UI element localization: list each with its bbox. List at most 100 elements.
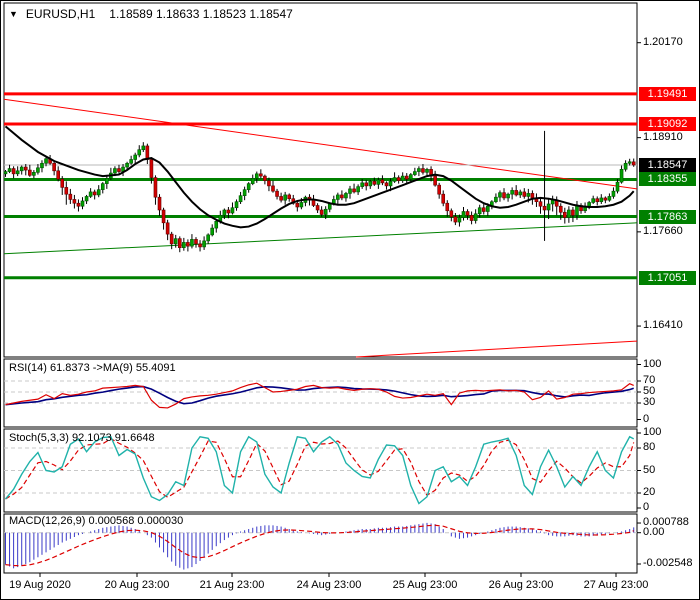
resistance-level-box: 1.19092 bbox=[639, 116, 696, 131]
candle bbox=[141, 145, 146, 151]
stoch-scale-label: 0 bbox=[643, 501, 650, 513]
macd-scale-label: 0.00 bbox=[643, 525, 665, 538]
candle bbox=[242, 189, 247, 196]
candle bbox=[60, 178, 65, 188]
resistance-trendline[interactable] bbox=[3, 98, 638, 190]
candle bbox=[88, 191, 93, 197]
candle bbox=[299, 202, 304, 208]
candle bbox=[105, 178, 109, 184]
time-axis-label: 25 Aug 23:00 bbox=[392, 579, 458, 591]
candle bbox=[283, 194, 287, 201]
candle bbox=[76, 202, 81, 207]
candle bbox=[502, 192, 506, 199]
candle bbox=[615, 181, 620, 192]
rsi-scale-label: 70 bbox=[643, 374, 656, 386]
candle bbox=[558, 205, 563, 213]
candle bbox=[72, 199, 77, 204]
rsi-panel-frame bbox=[3, 358, 638, 428]
candle bbox=[611, 190, 616, 197]
candle bbox=[319, 209, 324, 215]
time-axis-label: 27 Aug 23:00 bbox=[583, 579, 649, 591]
candle bbox=[169, 233, 174, 245]
candle bbox=[198, 243, 202, 248]
current-price-box: 1.18547 bbox=[639, 158, 696, 172]
time-axis-label: 21 Aug 23:00 bbox=[199, 579, 265, 591]
candle bbox=[421, 168, 425, 173]
candle bbox=[392, 177, 397, 182]
candle bbox=[327, 203, 332, 210]
candle bbox=[494, 196, 498, 203]
candle bbox=[64, 187, 69, 195]
candle bbox=[36, 167, 40, 173]
candle bbox=[518, 191, 523, 196]
candle bbox=[214, 221, 219, 229]
candle bbox=[279, 196, 283, 201]
candle bbox=[210, 227, 215, 236]
candle bbox=[575, 205, 579, 216]
candle bbox=[113, 168, 117, 174]
candle bbox=[457, 217, 462, 223]
candle bbox=[40, 162, 44, 169]
chart-header: ▼ EURUSD,H1 1.18589 1.18633 1.18523 1.1854… bbox=[9, 7, 293, 21]
support-level-box: 1.17051 bbox=[639, 270, 696, 285]
rsi-scale-label: 50 bbox=[643, 385, 656, 397]
candle bbox=[19, 166, 24, 172]
resistance-trendline[interactable] bbox=[355, 340, 638, 358]
candle bbox=[287, 194, 292, 199]
price-axis-label: 1.18910 bbox=[643, 130, 683, 143]
candle bbox=[246, 183, 251, 190]
rsi-scale-label: 0 bbox=[643, 412, 650, 425]
candle bbox=[465, 211, 470, 216]
candle bbox=[404, 175, 409, 180]
candle bbox=[137, 149, 142, 156]
macd-panel-frame bbox=[3, 513, 638, 574]
candle bbox=[117, 168, 121, 172]
stoch-indicator-label: Stoch(5,3,3) 92.1073 91.6648 bbox=[9, 432, 155, 444]
candle bbox=[595, 198, 600, 203]
candle bbox=[96, 189, 101, 196]
candle bbox=[340, 194, 344, 199]
support-trendline[interactable] bbox=[3, 222, 638, 255]
candle bbox=[149, 159, 154, 178]
candle bbox=[481, 207, 486, 212]
candle bbox=[441, 193, 446, 204]
candle bbox=[542, 205, 547, 211]
candle bbox=[186, 242, 190, 247]
candle bbox=[23, 166, 28, 171]
time-axis-label: 19 Aug 2020 bbox=[9, 579, 71, 591]
symbol-timeframe-label: EURUSD,H1 bbox=[25, 7, 96, 21]
rsi-line bbox=[5, 382, 634, 409]
candle bbox=[11, 168, 16, 175]
candle bbox=[603, 197, 608, 201]
candle bbox=[125, 162, 129, 168]
candle bbox=[396, 177, 401, 181]
candle bbox=[526, 193, 531, 197]
candle bbox=[522, 191, 527, 197]
rsi-scale-label: 100 bbox=[643, 357, 662, 370]
candle bbox=[380, 179, 385, 184]
rsi-indicator-label: RSI(14) 61.8373 ->MA(9) 55.4091 bbox=[9, 362, 176, 374]
rsi-scale-label: 30 bbox=[643, 396, 656, 408]
time-axis-label: 24 Aug 23:00 bbox=[296, 579, 362, 591]
symbol-dropdown-icon[interactable]: ▼ bbox=[9, 9, 18, 19]
candle bbox=[259, 173, 263, 177]
macd-scale-label: 0.000788 bbox=[643, 516, 689, 529]
candle bbox=[408, 174, 413, 180]
candle bbox=[348, 188, 352, 194]
stoch-scale-label: 20 bbox=[643, 486, 656, 498]
candle bbox=[271, 185, 275, 192]
candle bbox=[344, 193, 348, 199]
price-axis-label: 1.16410 bbox=[643, 319, 683, 332]
candle bbox=[372, 181, 377, 185]
price-axis-label: 1.20170 bbox=[643, 35, 683, 48]
candle bbox=[376, 179, 381, 185]
candle bbox=[275, 190, 279, 197]
candle bbox=[477, 207, 482, 215]
candle bbox=[336, 194, 340, 200]
candle bbox=[145, 145, 150, 160]
candle bbox=[433, 175, 437, 186]
candle bbox=[599, 197, 604, 203]
candle bbox=[92, 191, 97, 196]
